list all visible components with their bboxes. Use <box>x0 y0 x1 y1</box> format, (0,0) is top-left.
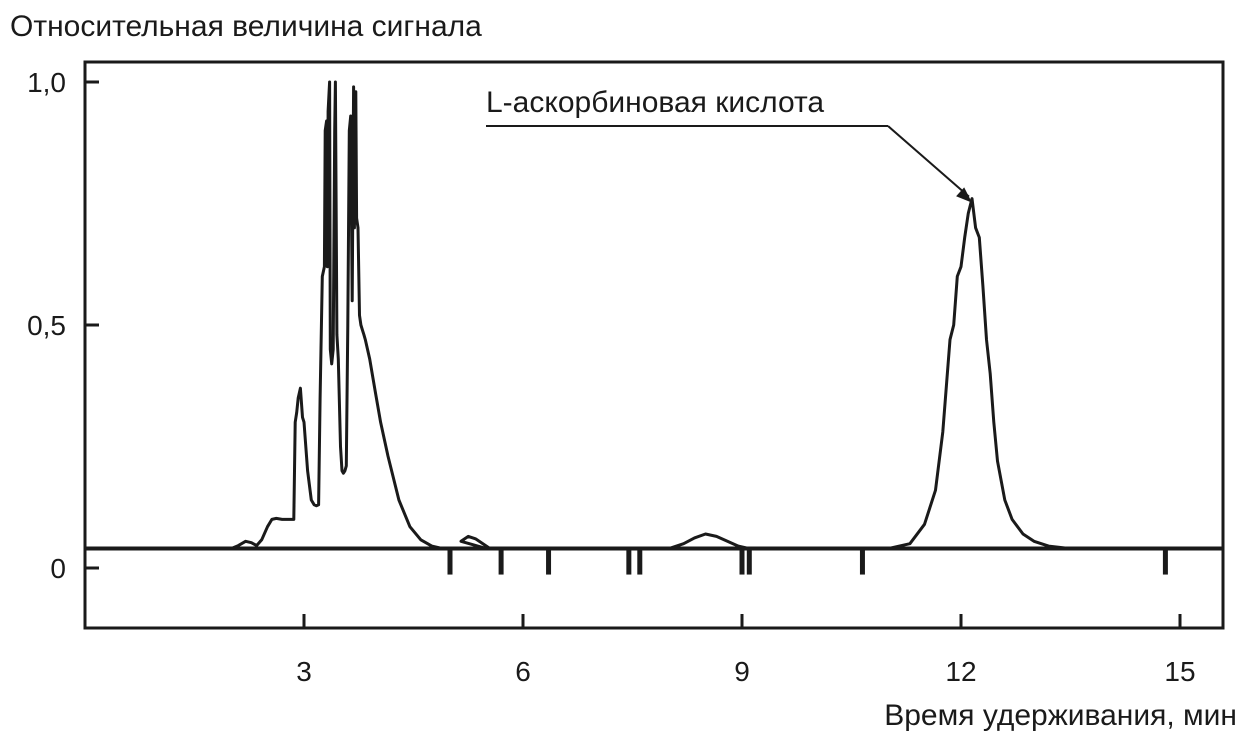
y-tick-label: 1,0 <box>27 67 66 98</box>
y-tick-label: 0,5 <box>27 310 66 341</box>
chromatogram-trace <box>85 80 1223 551</box>
x-axis-title: Время удерживания, мин <box>884 699 1237 732</box>
x-tick-label: 12 <box>945 656 976 687</box>
x-tick-label: 9 <box>734 656 750 687</box>
plot-frame <box>83 60 1225 630</box>
y-axis: 0 0,5 1,0 <box>27 67 99 584</box>
x-tick-label: 6 <box>515 656 531 687</box>
y-axis-title: Относительная величина сигнала <box>10 10 482 43</box>
x-tick-label: 3 <box>296 656 312 687</box>
y-tick-label: 0 <box>50 553 66 584</box>
x-tick-label: 15 <box>1164 656 1195 687</box>
annotation-label: L-аскорбиновая кислота <box>486 86 824 119</box>
annotation-arrowhead <box>956 187 972 203</box>
peak-annotation: L-аскорбиновая кислота <box>486 86 972 203</box>
baseline-marks <box>85 546 1223 575</box>
annotation-leader <box>887 125 970 198</box>
x-axis: 3 6 9 12 15 <box>296 614 1196 687</box>
